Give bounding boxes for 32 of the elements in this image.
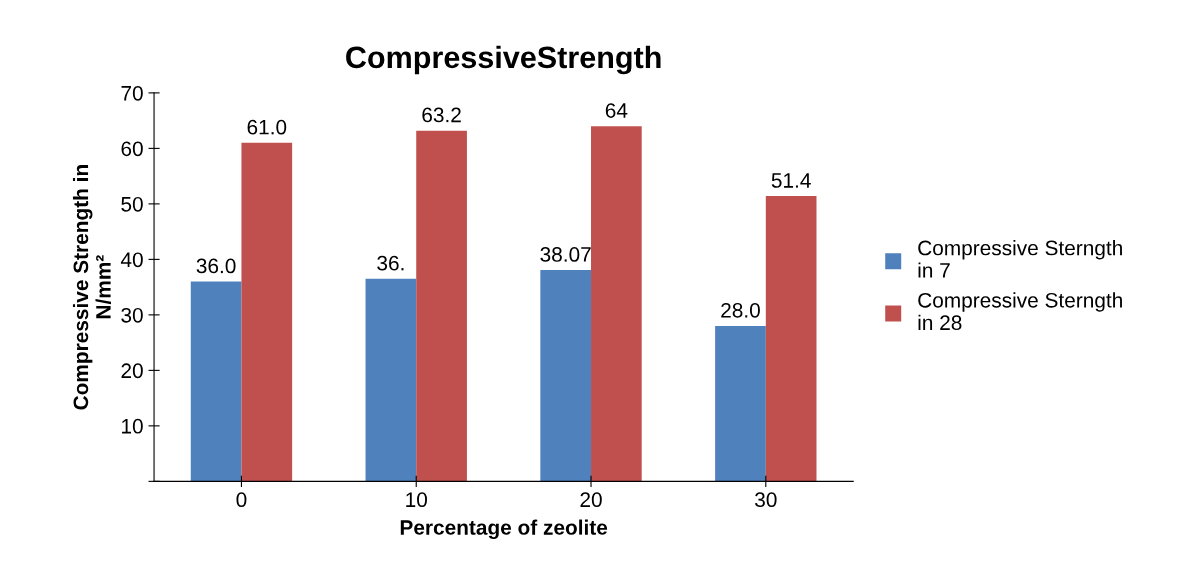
y-tick-label: 40 (120, 252, 143, 268)
y-tick-label: 30 (121, 307, 143, 323)
bar (416, 130, 467, 482)
data-label: 51.4 (771, 173, 811, 188)
data-label: 28.0 (721, 302, 760, 318)
data-label: 63.2 (422, 107, 461, 123)
x-tick-label: 10 (406, 492, 427, 508)
data-label: 61.0 (247, 119, 287, 135)
legend-label: Compressive Sterngth in 28 (918, 292, 1122, 331)
bar (765, 196, 817, 482)
chart-title: CompressiveStrength (346, 45, 661, 75)
x-tick-label: 20 (580, 492, 602, 508)
data-label: 36. (377, 255, 404, 271)
bar (591, 126, 642, 482)
data-label: 64 (605, 103, 628, 118)
y-tick-label: 50 (121, 196, 143, 212)
y-tick-label: 60 (121, 141, 143, 157)
bar (190, 281, 242, 482)
x-axis-title: Percentage of zeolite (400, 519, 608, 540)
bar (715, 325, 766, 482)
x-tick-label: 0 (236, 492, 247, 508)
y-tick-label: 20 (121, 363, 143, 379)
bar (540, 270, 592, 482)
y-tick-label: 10 (122, 418, 143, 434)
x-tick-label: 30 (755, 492, 777, 508)
data-label: 36.0 (196, 258, 236, 274)
legend-label: Compressive Sterngth in 7 (918, 240, 1122, 278)
data-label: 38.07 (540, 247, 591, 262)
y-tick-label: 70 (121, 85, 143, 101)
y-axis-title: Compressive Strength in N/mm² (72, 165, 111, 410)
bar (241, 142, 293, 482)
bar (365, 278, 417, 482)
